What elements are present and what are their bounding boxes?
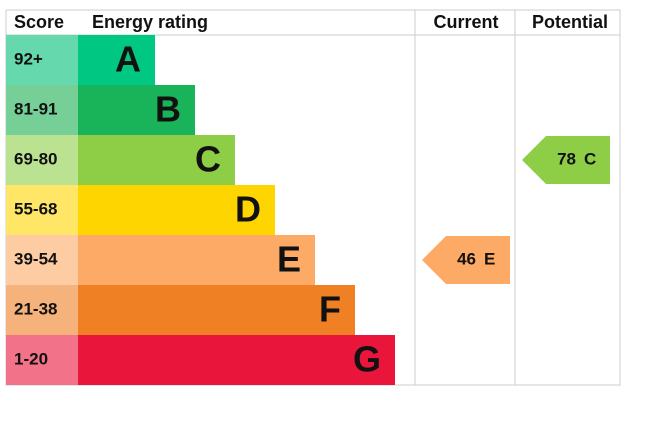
score-cell	[6, 335, 78, 385]
score-cell	[6, 35, 78, 85]
header-rating: Energy rating	[92, 12, 208, 32]
score-label: 39-54	[14, 249, 58, 268]
rating-letter: E	[277, 239, 301, 280]
rating-bar	[78, 85, 195, 135]
header-score: Score	[14, 12, 64, 32]
score-cell	[6, 185, 78, 235]
current-arrow	[422, 236, 510, 284]
rating-bar	[78, 135, 235, 185]
score-label: 69-80	[14, 149, 57, 168]
rating-letter: B	[155, 89, 181, 130]
score-cell	[6, 285, 78, 335]
score-label: 21-38	[14, 299, 57, 318]
rating-letter: G	[353, 339, 381, 380]
score-label: 1-20	[14, 349, 48, 368]
rating-letter: D	[235, 189, 261, 230]
header-current: Current	[433, 12, 498, 32]
rating-letter: C	[195, 139, 221, 180]
score-label: 81-91	[14, 99, 57, 118]
current-value: 46	[457, 249, 476, 268]
score-label: 55-68	[14, 199, 57, 218]
score-cell	[6, 135, 78, 185]
score-label: 92+	[14, 49, 43, 68]
rating-bar	[78, 285, 355, 335]
rating-bar	[78, 235, 315, 285]
potential-value: 78	[557, 149, 576, 168]
score-cell	[6, 85, 78, 135]
rating-letter: F	[319, 289, 341, 330]
potential-letter: C	[584, 149, 596, 168]
rating-bar	[78, 185, 275, 235]
potential-arrow	[522, 136, 610, 184]
rating-bar	[78, 335, 395, 385]
header-potential: Potential	[532, 12, 608, 32]
rating-bar	[78, 35, 155, 85]
rating-letter: A	[115, 39, 141, 80]
score-cell	[6, 235, 78, 285]
current-letter: E	[484, 249, 495, 268]
